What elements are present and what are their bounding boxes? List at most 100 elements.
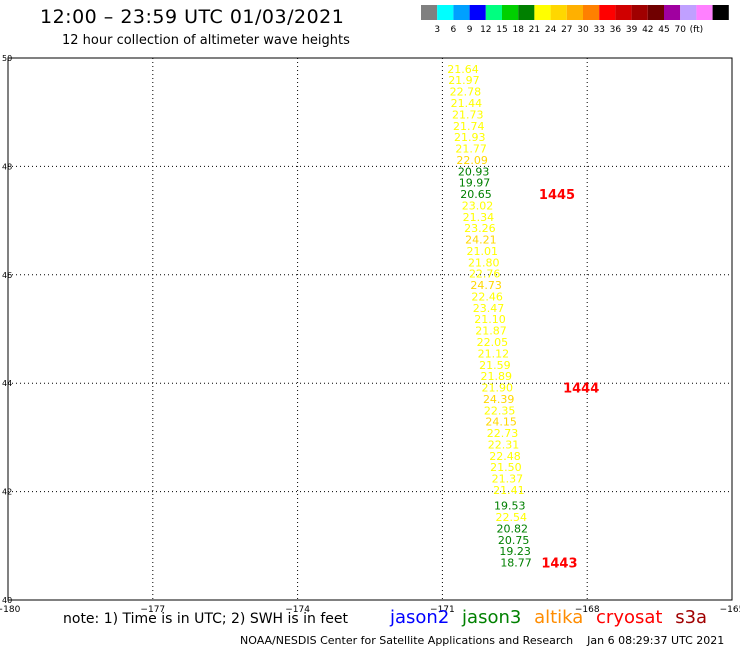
x-tick-label: −180 — [0, 605, 21, 615]
colorbar-label: 12 — [480, 25, 491, 35]
data-point-label: 21.73 — [452, 108, 484, 121]
data-point-label: 24.39 — [483, 393, 514, 406]
colorbar-label: 33 — [593, 25, 604, 35]
y-tick-label: 44 — [2, 379, 12, 388]
y-tick-label: 50 — [2, 54, 12, 63]
colorbar-swatch — [680, 5, 697, 20]
data-point-label: 21.77 — [455, 143, 487, 156]
data-point-label: 21.01 — [467, 245, 499, 258]
y-tick-label: 48 — [2, 162, 12, 171]
colorbar-swatch — [631, 5, 648, 20]
colorbar-swatch — [647, 5, 664, 20]
data-point-label: 22.73 — [487, 427, 518, 440]
data-point-label: 23.26 — [464, 222, 496, 235]
footer-credit: NOAA/NESDIS Center for Satellite Applica… — [240, 634, 724, 647]
data-point-label: 18.77 — [500, 557, 532, 570]
colorbar-swatch — [469, 5, 486, 20]
legend-item-altika: altika — [534, 607, 584, 628]
data-point-label: 22.35 — [484, 404, 515, 417]
y-tick-label: 40 — [2, 596, 12, 605]
colorbar-label: 24 — [545, 25, 557, 35]
data-point-label: 21.12 — [478, 347, 510, 360]
colorbar-label: 9 — [467, 25, 473, 35]
time-annotation: 1443 — [541, 557, 577, 572]
colorbar-swatch — [712, 5, 729, 20]
data-point-label: 20.65 — [460, 188, 492, 201]
data-point-label: 21.34 — [463, 211, 495, 224]
colorbar-swatch — [583, 5, 600, 20]
colorbar-label: 3 — [434, 25, 440, 35]
data-point-label: 21.50 — [490, 461, 521, 474]
colorbar-label: 27 — [561, 25, 572, 35]
data-point-label: 22.54 — [495, 511, 527, 524]
colorbar-label: 39 — [626, 25, 638, 35]
data-point-label: 22.31 — [488, 438, 519, 451]
data-point-label: 21.97 — [448, 74, 480, 87]
colorbar-swatch — [534, 5, 551, 20]
data-point-label: 21.80 — [468, 256, 500, 269]
colorbar-swatch — [696, 5, 713, 20]
colorbar-label: (ft) — [690, 25, 704, 35]
colorbar-label: 70 — [674, 25, 686, 35]
y-tick-label: 46 — [2, 271, 12, 280]
data-point-label: 21.64 — [447, 63, 479, 76]
data-point-label: 21.90 — [481, 382, 512, 395]
data-point-label: 21.93 — [454, 131, 486, 144]
time-annotation: 1444 — [563, 382, 599, 397]
colorbar-label: 21 — [529, 25, 540, 35]
data-point-label: 21.59 — [479, 359, 511, 372]
data-point-label: 22.78 — [450, 86, 482, 99]
legend-item-cryosat: cryosat — [596, 607, 663, 628]
footer-timestamp: Jan 6 08:29:37 UTC 2021 — [587, 634, 725, 647]
data-point-label: 19.97 — [459, 177, 491, 190]
x-tick-label: −171 — [430, 605, 455, 615]
units-note: note: 1) Time is in UTC; 2) SWH is in fe… — [63, 611, 349, 627]
data-point-label: 24.15 — [485, 416, 516, 429]
colorbar: 3 6 9 12 15 18 21 24 27 30 33 36 39 42 45 70 (ft) — [421, 5, 729, 35]
colorbar-label: 6 — [451, 25, 457, 35]
data-point-label: 23.47 — [473, 302, 505, 315]
chart-title: 12:00 – 23:59 UTC 01/03/2021 — [40, 6, 345, 28]
colorbar-swatch — [615, 5, 632, 20]
colorbar-swatch — [502, 5, 519, 20]
x-tick-label: −168 — [575, 605, 600, 615]
colorbar-swatch — [485, 5, 502, 20]
data-point-label: 22.76 — [469, 268, 501, 281]
chart-subtitle: 12 hour collection of altimeter wave hei… — [62, 33, 350, 48]
x-tick-label: −177 — [140, 605, 165, 615]
colorbar-swatch — [599, 5, 616, 20]
colorbar-swatch — [550, 5, 567, 20]
x-tick-label: −165 — [720, 605, 740, 615]
data-point-label: 21.37 — [492, 473, 523, 486]
colorbar-label: 30 — [577, 25, 589, 35]
data-point-label: 21.89 — [481, 370, 512, 383]
colorbar-label: 15 — [496, 25, 507, 35]
satellite-legend: jason2 jason3 altika cryosat s3a — [390, 607, 714, 628]
colorbar-label: 36 — [610, 25, 622, 35]
data-point-label: 22.05 — [477, 336, 509, 349]
data-point-label: 20.75 — [498, 534, 530, 547]
y-tick-label: 42 — [2, 488, 12, 497]
x-tick-label: −174 — [285, 605, 310, 615]
data-point-label: 21.74 — [453, 120, 485, 133]
data-point-label: 23.02 — [462, 199, 494, 212]
data-point-label: 22.09 — [456, 154, 488, 167]
footer-organization: NOAA/NESDIS Center for Satellite Applica… — [240, 634, 574, 647]
data-point-label: 24.73 — [470, 279, 502, 292]
colorbar-swatch — [437, 5, 454, 20]
data-point-label: 22.48 — [489, 450, 520, 463]
data-point-label: 19.53 — [494, 500, 525, 513]
data-point-label: 21.10 — [474, 313, 506, 326]
data-point-label: 22.46 — [471, 290, 503, 303]
data-point-label: 19.23 — [499, 545, 531, 558]
colorbar-label: 45 — [658, 25, 669, 35]
colorbar-label: 42 — [642, 25, 653, 35]
data-point-label: 21.41 — [493, 484, 524, 497]
data-point-label: 20.82 — [496, 522, 528, 535]
colorbar-swatch — [566, 5, 583, 20]
legend-item-jason2: jason2 — [390, 607, 450, 628]
data-point-label: 24.21 — [465, 234, 497, 247]
colorbar-swatch — [421, 5, 438, 20]
data-point-label: 21.44 — [451, 97, 483, 110]
